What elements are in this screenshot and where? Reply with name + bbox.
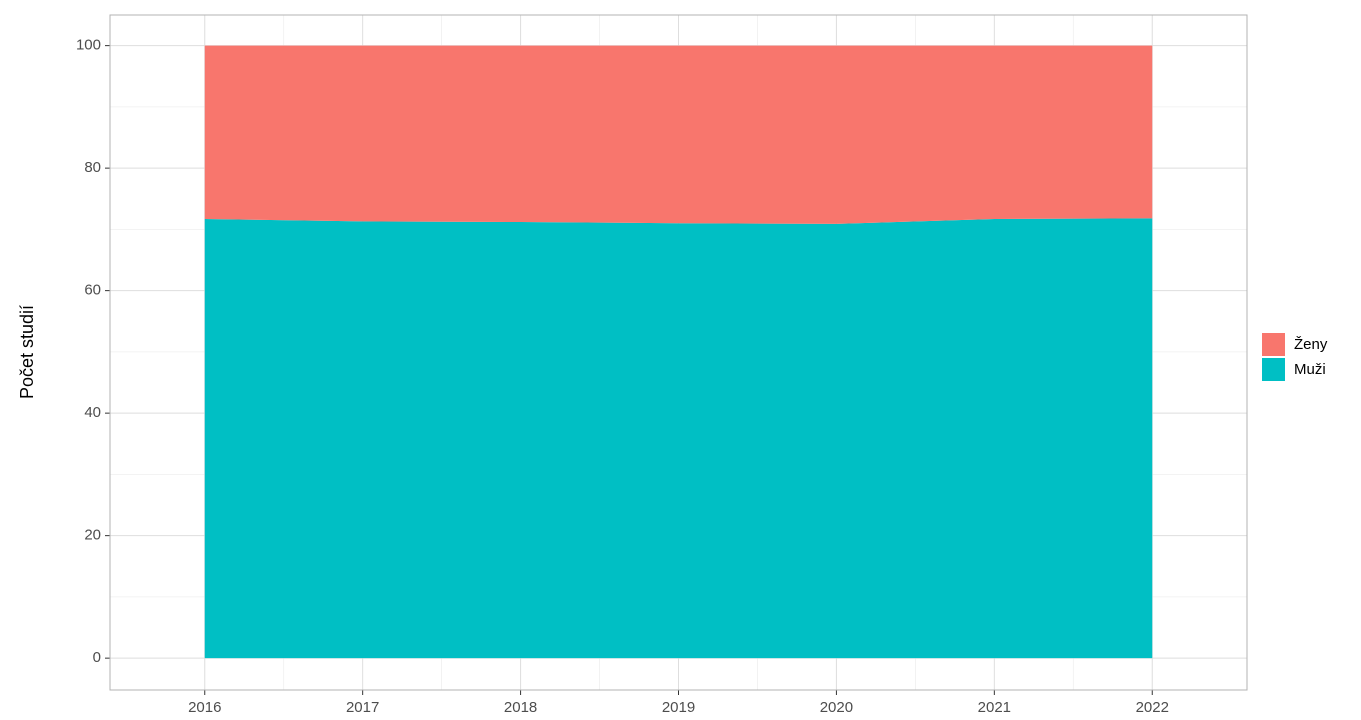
y-tick-label: 80 — [84, 159, 101, 176]
area — [204, 218, 1153, 659]
x-tick-label: 2021 — [978, 699, 1011, 716]
y-tick-label: 0 — [93, 649, 101, 666]
legend-swatch — [1262, 358, 1285, 381]
legend-label: Ženy — [1294, 336, 1328, 353]
y-axis-label: Počet studií — [17, 305, 37, 399]
x-tick-label: 2018 — [504, 699, 537, 716]
x-tick-label: 2020 — [820, 699, 853, 716]
y-tick-label: 60 — [84, 282, 101, 299]
x-tick-label: 2022 — [1136, 699, 1169, 716]
panel-border — [109, 14, 1248, 691]
x-tick-label: 2016 — [188, 699, 221, 716]
x-tick-label: 2017 — [346, 699, 379, 716]
legend-label: Muži — [1294, 361, 1326, 378]
x-tick-label: 2019 — [662, 699, 695, 716]
legend-swatch — [1262, 333, 1285, 356]
area — [204, 45, 1153, 224]
y-tick-label: 100 — [76, 37, 101, 54]
y-tick-label: 20 — [84, 527, 101, 544]
y-tick-label: 40 — [84, 404, 101, 421]
